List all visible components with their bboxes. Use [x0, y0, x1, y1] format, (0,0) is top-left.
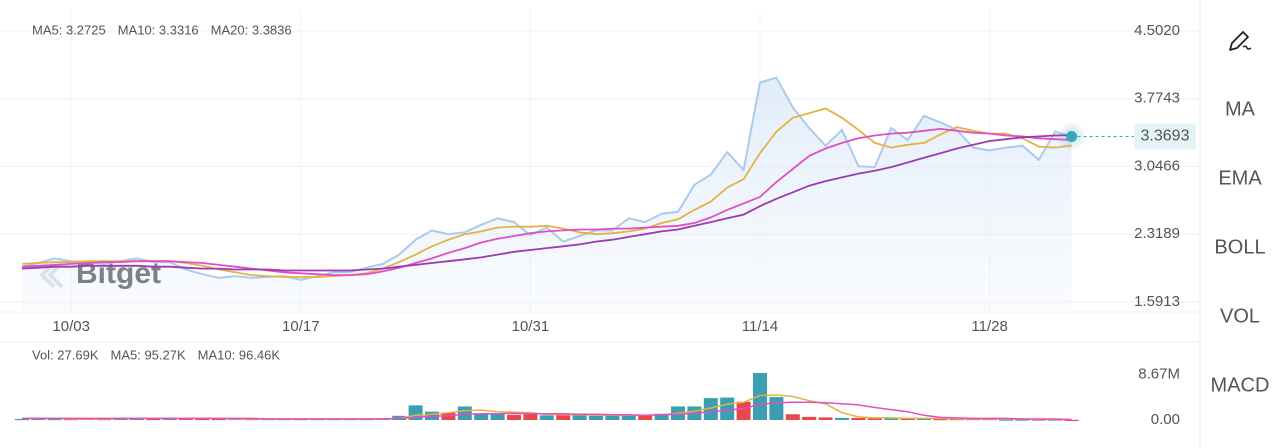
volume-bar: [523, 414, 538, 420]
y-tick-label: 2.3189: [1134, 225, 1180, 242]
legend-entry: MA10: 3.3316: [118, 22, 199, 37]
last-price-box: [1134, 123, 1196, 150]
volume-bar: [146, 418, 161, 421]
legend-entry: MA20: 3.3836: [211, 22, 292, 37]
volume-bar: [211, 418, 226, 421]
volume-bar: [474, 414, 489, 420]
volume-bar: [31, 418, 46, 420]
last-price-label: 3.3693: [1141, 128, 1190, 145]
volume-bar: [654, 413, 669, 420]
volume-bar: [113, 418, 128, 420]
volume-bar: [753, 373, 767, 420]
volume-bar: [638, 414, 653, 420]
volume-bar: [1015, 419, 1030, 421]
indicator-tab[interactable]: BOLL: [1214, 236, 1265, 258]
volume-ma-line: [22, 401, 1072, 421]
indicator-tab[interactable]: MA: [1225, 98, 1256, 120]
volume-bar: [736, 401, 751, 420]
volume-bar: [605, 415, 620, 420]
y-tick-label: 8.67M: [1138, 366, 1180, 383]
volume-bar: [539, 415, 554, 420]
volume-bar: [47, 418, 62, 421]
legend-entry: Vol: 27.69K: [32, 347, 99, 362]
volume-bar: [769, 397, 784, 420]
x-tick-label: 11/14: [742, 318, 778, 335]
volume-bar: [884, 418, 899, 420]
ma-line: [21, 107, 1072, 278]
ma-line: [21, 134, 1072, 272]
legend-entry: MA10: 96.46K: [198, 347, 281, 362]
volume-bar: [129, 418, 144, 420]
ma-line: [21, 127, 1072, 276]
y-tick-label: 3.0466: [1134, 157, 1180, 174]
volume-bar: [802, 416, 817, 420]
volume-bar: [818, 417, 833, 420]
x-tick-label: 10/03: [52, 318, 90, 335]
x-tick-label: 10/31: [512, 318, 550, 335]
volume-bar: [900, 418, 915, 420]
indicator-tab[interactable]: EMA: [1218, 167, 1262, 189]
volume-bar: [589, 415, 603, 420]
x-tick-label: 10/17: [282, 318, 320, 335]
volume-bar: [621, 415, 636, 420]
volume-bar: [179, 418, 193, 420]
last-price-dot: [1066, 130, 1078, 142]
volume-bar: [867, 418, 882, 420]
y-tick-label: 0.00: [1151, 411, 1180, 428]
volume-bar: [1064, 419, 1079, 422]
legend-entry: MA5: 3.2725: [32, 22, 106, 37]
volume-bar: [917, 418, 931, 420]
volume-bar: [457, 406, 472, 420]
volume-bar: [785, 414, 800, 420]
volume-bar: [720, 397, 735, 420]
indicator-tab[interactable]: VOL: [1220, 305, 1260, 327]
volume-bar: [835, 417, 849, 420]
volume-bar: [572, 415, 587, 420]
y-tick-label: 1.5913: [1134, 293, 1180, 310]
volume-bar: [195, 418, 210, 421]
volume-bar: [15, 418, 29, 421]
price-area: [22, 77, 1072, 310]
volume-bar: [999, 419, 1013, 421]
y-tick-label: 4.5020: [1134, 22, 1180, 39]
volume-bar: [851, 417, 866, 420]
volume-bar: [703, 398, 718, 420]
y-tick-label: 3.7743: [1134, 90, 1180, 107]
volume-bar: [933, 418, 948, 421]
x-tick-label: 11/28: [971, 318, 1007, 335]
legend-entry: MA5: 95.27K: [111, 347, 186, 362]
draw-tool-icon[interactable]: [1229, 31, 1252, 51]
indicator-tab[interactable]: MACD: [1211, 374, 1270, 396]
volume-bar: [507, 414, 521, 420]
volume-bar: [490, 413, 505, 420]
price-line: [21, 76, 1072, 281]
volume-bar: [556, 414, 571, 420]
